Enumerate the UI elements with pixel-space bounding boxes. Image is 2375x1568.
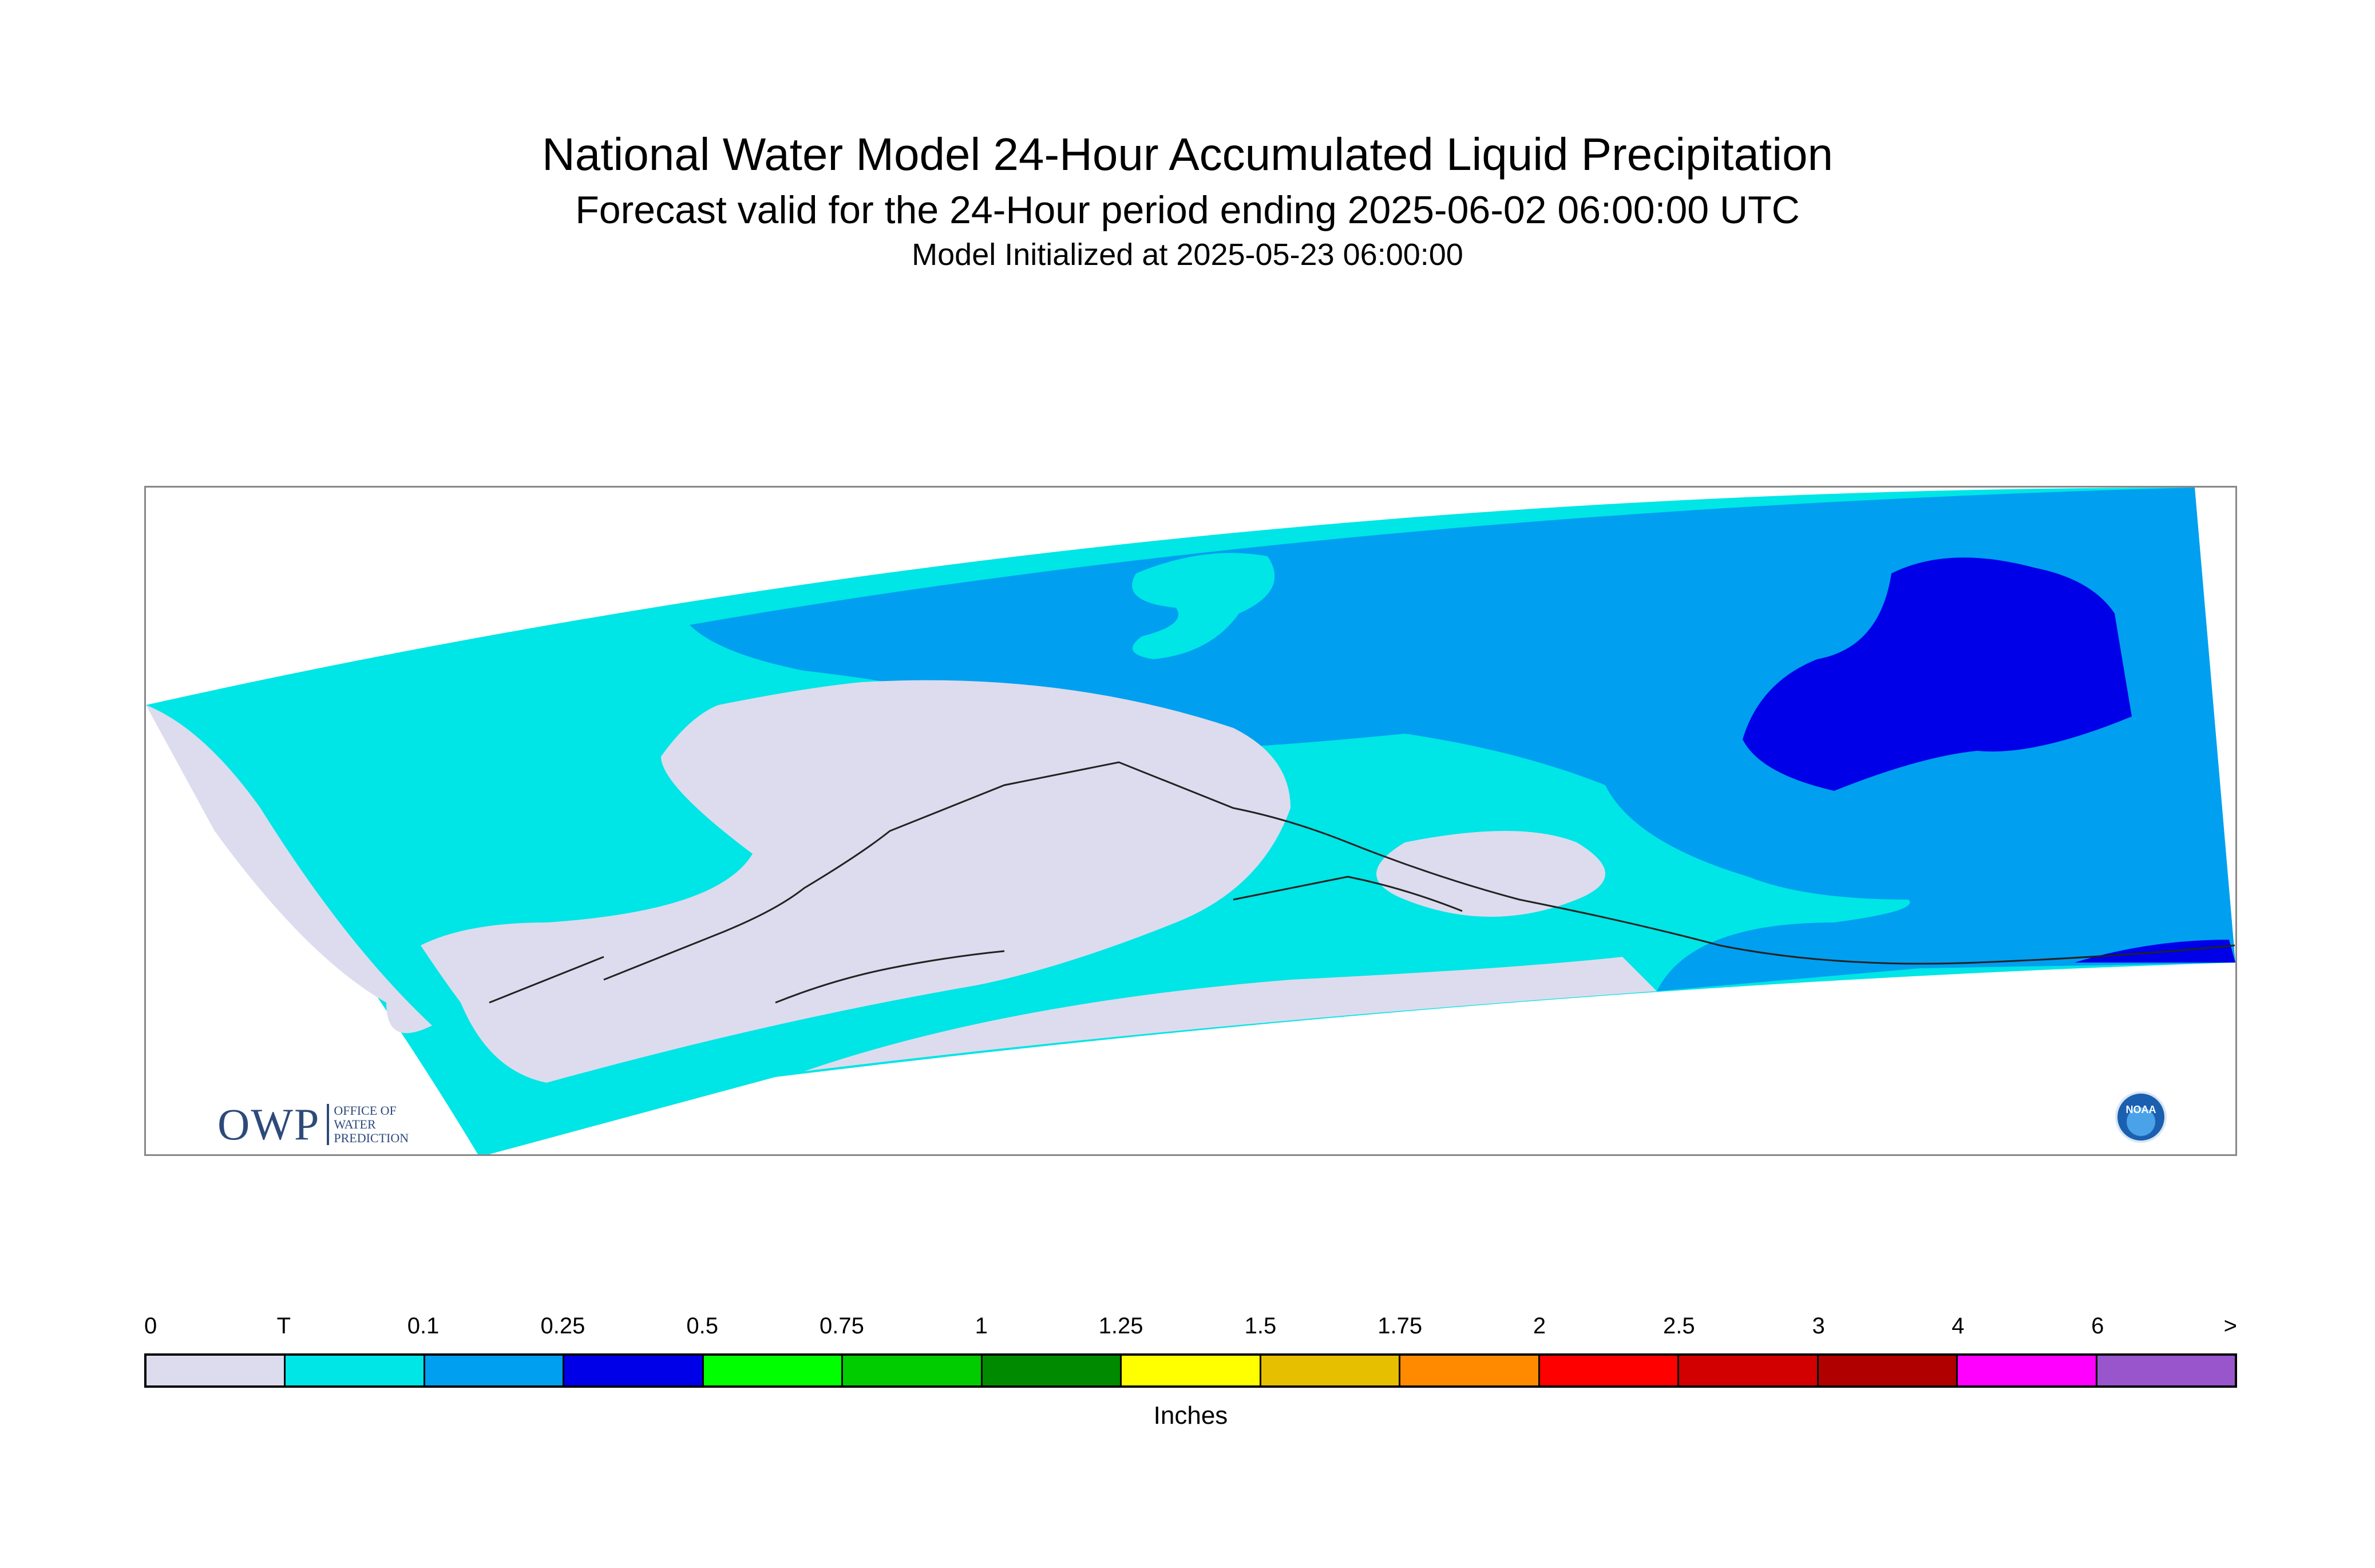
color-legend: 0 T 0.1 0.25 0.5 0.75 1 1.25 1.5 1.75 2 2.5 3 4 6 > Inc… (144, 1313, 2237, 1430)
legend-tick-label: 1 (975, 1313, 988, 1339)
legend-ticks: 0 T 0.1 0.25 0.5 0.75 1 1.25 1.5 1.75 2 2.5 3 4 6 > (144, 1313, 2237, 1348)
owp-line-1: OFFICE OF (334, 1103, 397, 1118)
init-time: Model Initialized at 2025-05-23 06:00:00 (912, 237, 1463, 272)
map-title: National Water Model 24-Hour Accumulated… (542, 129, 1833, 180)
legend-swatch (425, 1356, 565, 1385)
legend-tick-label: 0.5 (686, 1313, 718, 1339)
region-trace-sw (146, 705, 432, 1034)
region-trace-west (421, 680, 1291, 1083)
legend-tick-label: 1.5 (1244, 1313, 1277, 1339)
owp-logo: OWP OFFICE OF WATER PREDICTION (217, 1099, 409, 1149)
legend-swatch (1400, 1356, 1540, 1385)
precip-map: OWP OFFICE OF WATER PREDICTION NOAA (144, 486, 2237, 1156)
owp-line-2: WATER (334, 1117, 376, 1131)
legend-tick-label: 0.25 (540, 1313, 585, 1339)
legend-swatch (982, 1356, 1122, 1385)
legend-tick-label: 1.25 (1098, 1313, 1143, 1339)
coastline (489, 761, 2235, 1004)
region-trace-south (804, 957, 1657, 1071)
legend-swatch (286, 1356, 425, 1385)
precip-map-svg (146, 488, 2235, 1154)
legend-tick-label: 0.1 (407, 1313, 440, 1339)
legend-swatch (1122, 1356, 1261, 1385)
owp-subtext: OFFICE OF WATER PREDICTION (327, 1104, 409, 1145)
legend-bar (144, 1353, 2237, 1388)
legend-swatch (1679, 1356, 1819, 1385)
legend-swatch (147, 1356, 286, 1385)
legend-swatch (843, 1356, 983, 1385)
owp-line-3: PREDICTION (334, 1131, 409, 1145)
legend-tick-label: 2.5 (1662, 1313, 1695, 1339)
legend-tick-label: 6 (2091, 1313, 2104, 1339)
region-heavy-ne (1743, 557, 2132, 791)
legend-units: Inches (1153, 1401, 1228, 1430)
legend-swatch (1261, 1356, 1401, 1385)
legend-tick-label: 1.75 (1378, 1313, 1423, 1339)
legend-swatch (1958, 1356, 2097, 1385)
legend-swatch (703, 1356, 844, 1385)
noaa-text: NOAA (2125, 1104, 2156, 1115)
region-mid-north (690, 488, 2235, 991)
legend-tick-label: 2 (1533, 1313, 1546, 1339)
region-light-north (1132, 553, 1275, 659)
legend-tick-label: 4 (1952, 1313, 1965, 1339)
legend-tick-label: 3 (1812, 1313, 1825, 1339)
legend-tick-label: 0 (144, 1313, 157, 1339)
legend-tick-label: T (276, 1313, 291, 1339)
legend-swatch (1539, 1356, 1680, 1385)
region-heavy-se (2075, 940, 2235, 963)
region-trace-central (1376, 831, 1605, 917)
noaa-logo: NOAA (2115, 1091, 2167, 1143)
legend-swatch (2097, 1356, 2235, 1385)
map-subtitle: Forecast valid for the 24-Hour period en… (575, 188, 1800, 232)
legend-tick-label: > (2223, 1313, 2237, 1339)
legend-tick-label: 0.75 (820, 1313, 864, 1339)
owp-mark: OWP (217, 1099, 320, 1149)
legend-swatch (1818, 1356, 1958, 1385)
legend-swatch (564, 1356, 704, 1385)
